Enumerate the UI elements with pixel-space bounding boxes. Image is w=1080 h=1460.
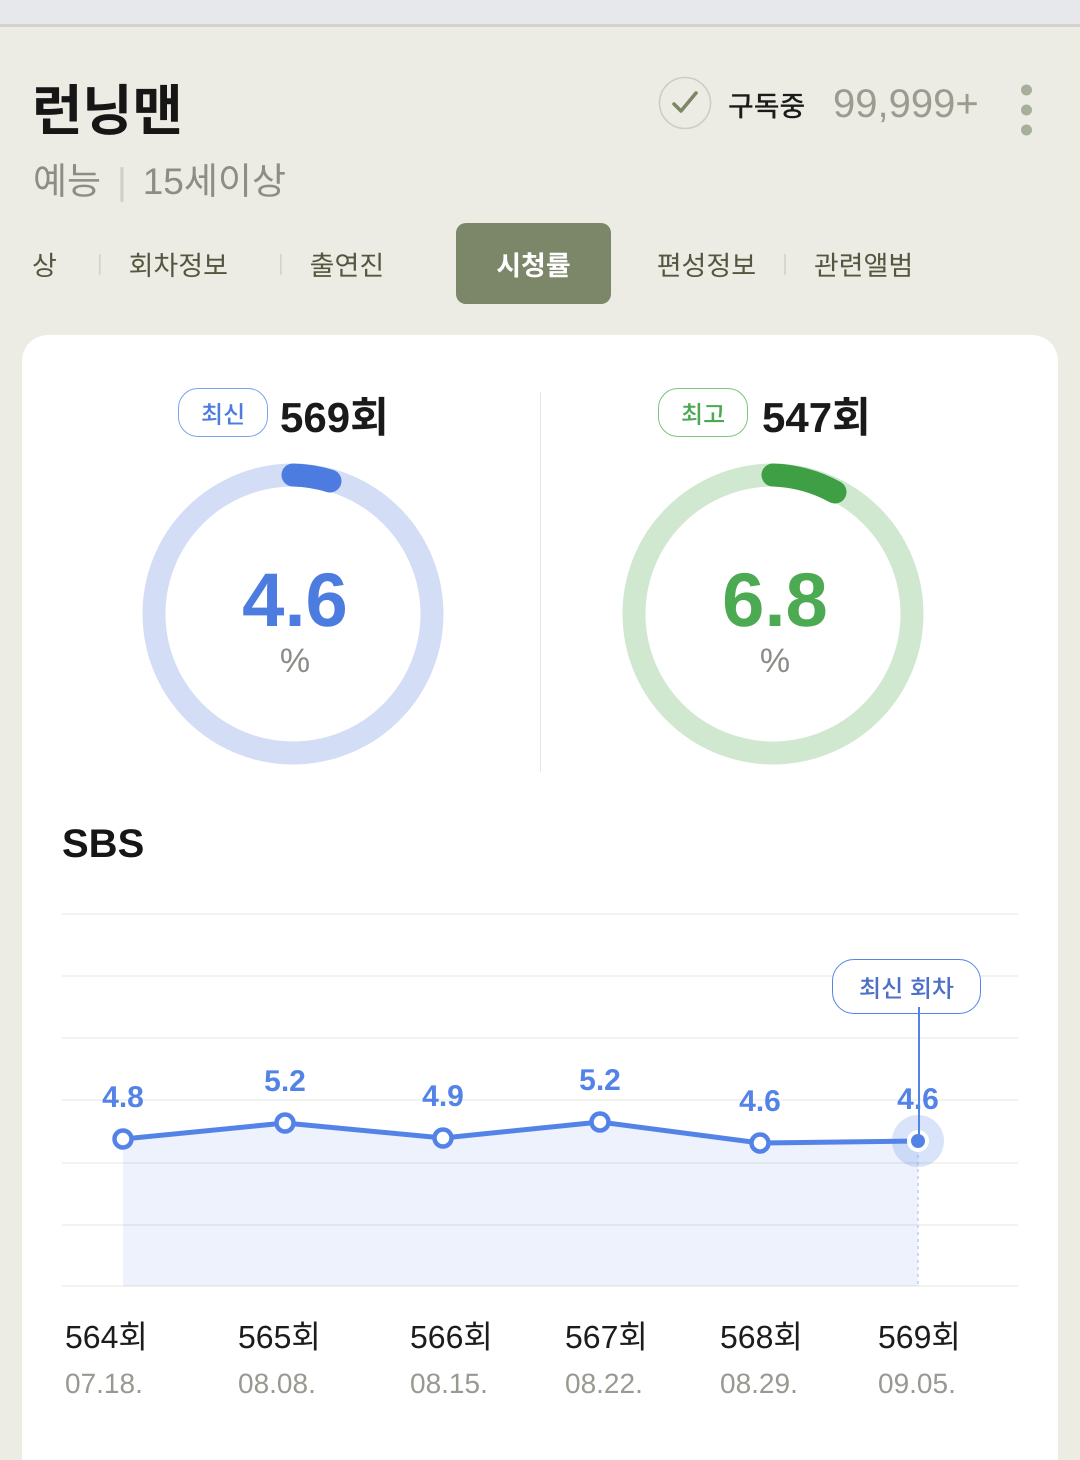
- svg-text:5.2: 5.2: [264, 1065, 306, 1098]
- svg-text:4.9: 4.9: [422, 1080, 464, 1113]
- svg-text:4.6: 4.6: [739, 1085, 781, 1118]
- svg-text:5.2: 5.2: [579, 1064, 621, 1097]
- svg-text:4.8: 4.8: [102, 1081, 144, 1114]
